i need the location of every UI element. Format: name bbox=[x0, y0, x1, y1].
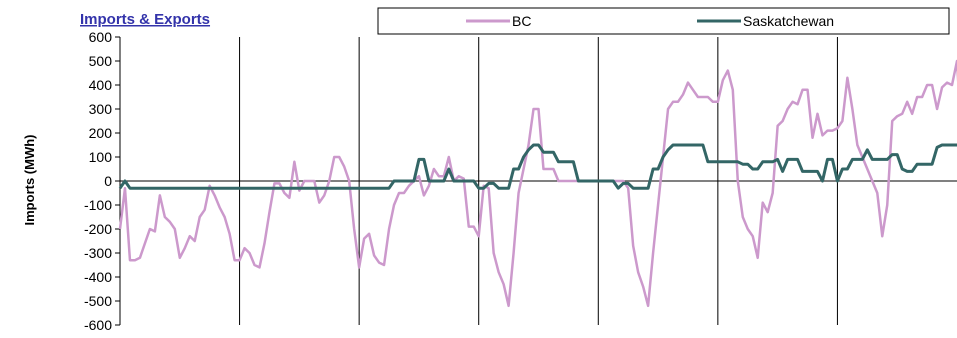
series-line-saskatchewan bbox=[118, 143, 957, 190]
legend-box bbox=[377, 7, 950, 35]
y-tick-label: 400 bbox=[89, 77, 113, 93]
legend: BC Saskatchewan bbox=[377, 7, 950, 35]
y-tick-label: 0 bbox=[104, 173, 112, 189]
y-tick-label: -400 bbox=[84, 269, 112, 285]
legend-label-bc: BC bbox=[512, 13, 531, 29]
y-tick-label: -200 bbox=[84, 221, 112, 237]
y-axis: 600 500 400 300 200 100 0 -100 -200 -300 -400 -500 -… bbox=[84, 29, 121, 333]
chart-title: Imports & Exports bbox=[80, 11, 210, 28]
y-axis-label: Imports (MWh) bbox=[22, 135, 37, 226]
y-tick-label: 200 bbox=[89, 125, 113, 141]
gridlines bbox=[120, 37, 957, 325]
y-tick-label: 500 bbox=[89, 53, 113, 69]
y-tick-label: 600 bbox=[89, 29, 113, 45]
series-lines bbox=[118, 59, 957, 308]
y-tick-label: -600 bbox=[84, 317, 112, 333]
y-tick-label: -100 bbox=[84, 197, 112, 213]
y-tick-label: -500 bbox=[84, 293, 112, 309]
y-tick-label: -300 bbox=[84, 245, 112, 261]
series-line-bc bbox=[118, 59, 957, 308]
y-tick-label: 100 bbox=[89, 149, 113, 165]
y-tick-label: 300 bbox=[89, 101, 113, 117]
legend-label-saskatchewan: Saskatchewan bbox=[743, 13, 834, 29]
